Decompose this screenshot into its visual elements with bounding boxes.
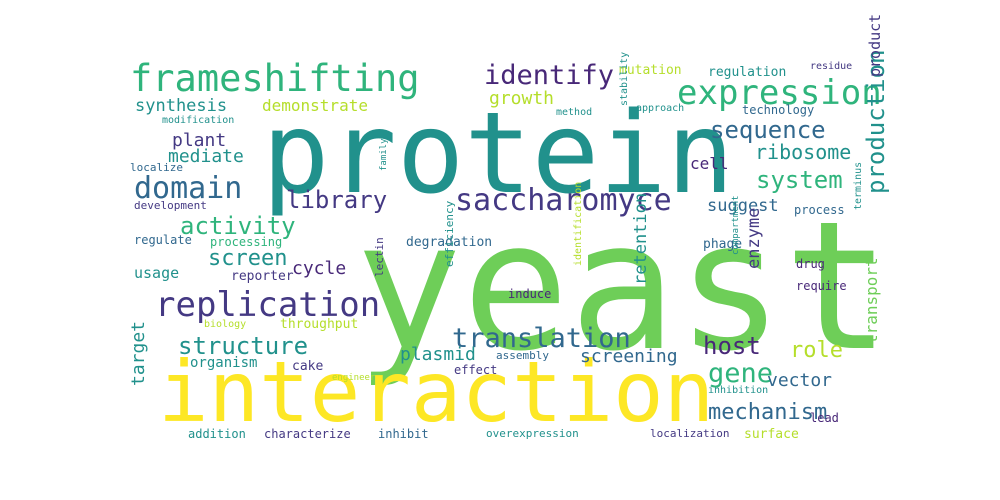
cloud-word: plasmid <box>400 344 476 365</box>
cloud-word: product <box>866 13 884 77</box>
cloud-word: efficiency <box>443 200 456 267</box>
cloud-word: regulation <box>708 65 787 80</box>
cloud-word: gene <box>708 358 774 389</box>
cloud-word: engineer <box>332 373 376 383</box>
cloud-word: host <box>703 332 761 360</box>
cloud-word: synthesis <box>135 96 228 116</box>
cloud-word: protein <box>262 89 735 219</box>
cloud-word: frameshifting <box>130 57 420 100</box>
cloud-word: effect <box>454 363 498 377</box>
cloud-word: ribosome <box>755 140 852 164</box>
cloud-word: overexpression <box>486 427 579 440</box>
cloud-word: role <box>790 338 843 363</box>
cloud-word: compartment <box>731 195 741 255</box>
cloud-word: reporter <box>231 269 294 284</box>
cloud-word: localize <box>130 161 183 174</box>
cloud-word: lectin <box>373 237 386 277</box>
cloud-word: sequence <box>710 116 826 144</box>
cloud-word: inhibit <box>378 427 429 441</box>
cloud-word: lead <box>810 411 839 425</box>
cloud-word: residue <box>810 61 853 72</box>
cloud-word: demonstrate <box>262 96 368 115</box>
cloud-word: technology <box>742 103 815 117</box>
cloud-word: mechanism <box>708 400 828 425</box>
cloud-word: degradation <box>406 235 493 250</box>
cloud-word: translation <box>452 323 631 354</box>
cloud-word: surface <box>744 427 799 442</box>
cloud-word: library <box>286 186 388 214</box>
cloud-word: saccharomyce <box>455 183 672 218</box>
cloud-word: identify <box>484 60 615 91</box>
cloud-word: stability <box>619 51 630 106</box>
cloud-word: require <box>796 279 847 293</box>
cloud-word: inhibition <box>708 385 769 396</box>
cloud-word: phage <box>703 237 743 252</box>
cloud-word: mediate <box>168 146 244 167</box>
cloud-word: usage <box>134 264 180 282</box>
cloud-word: processing <box>210 235 283 249</box>
cloud-word: suggest <box>707 196 779 216</box>
cloud-word: cycle <box>292 258 347 279</box>
cloud-word: expression <box>677 73 882 113</box>
cloud-word: development <box>134 199 207 212</box>
cloud-word: interaction <box>158 343 715 441</box>
cloud-word: transport <box>862 257 881 344</box>
cloud-word: induce <box>508 287 552 301</box>
cloud-word: terminus <box>853 161 864 210</box>
cloud-word: yeast <box>355 183 891 390</box>
cloud-word: modification <box>162 115 235 126</box>
cloud-word: addition <box>188 427 246 441</box>
cloud-word: replication <box>155 285 381 325</box>
cloud-word: cake <box>292 359 324 374</box>
cloud-word: mutation <box>619 63 682 78</box>
cloud-word: assembly <box>496 349 549 362</box>
cloud-word: approach <box>636 103 685 114</box>
cloud-word: target <box>128 320 149 386</box>
cloud-word: growth <box>489 88 555 109</box>
cloud-word: system <box>756 166 843 194</box>
cloud-word: plant <box>172 130 227 151</box>
cloud-word: retention <box>631 192 651 285</box>
cloud-word: structure <box>178 332 309 360</box>
cloud-word: organism <box>190 355 258 371</box>
cloud-word: biology <box>204 319 247 330</box>
cloud-word: throughput <box>280 317 359 332</box>
cloud-word: localization <box>650 427 730 440</box>
cloud-word: activity <box>180 212 296 240</box>
cloud-word: characterize <box>264 427 351 441</box>
cloud-word: family <box>379 138 389 171</box>
cloud-word: domain <box>134 171 243 206</box>
cloud-word: regulate <box>134 233 192 247</box>
cloud-word: screening <box>580 346 678 367</box>
cloud-word: identification <box>573 181 584 266</box>
cloud-word: vector <box>767 370 833 391</box>
cloud-word: drug <box>796 257 825 271</box>
cloud-word: method <box>556 107 593 118</box>
cloud-word: cell <box>690 154 729 173</box>
cloud-word: enzyme <box>744 207 764 269</box>
cloud-word: process <box>794 203 845 217</box>
cloud-word: screen <box>208 246 288 271</box>
